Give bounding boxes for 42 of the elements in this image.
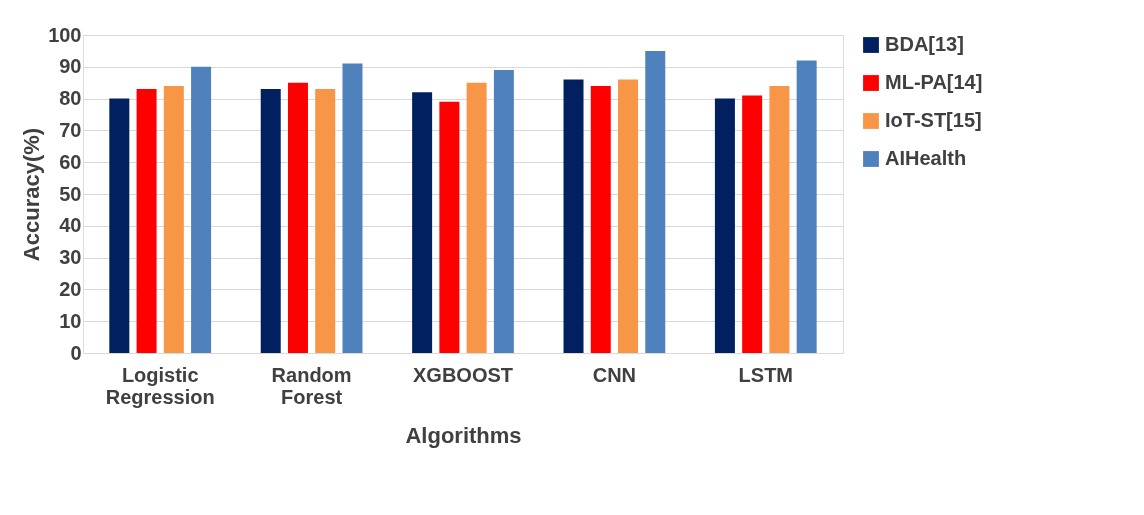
bar xyxy=(260,89,281,353)
bar xyxy=(136,89,157,353)
bar xyxy=(342,63,363,353)
y-tick-label: 50 xyxy=(59,182,82,205)
bar xyxy=(645,50,666,353)
y-tick-label: 20 xyxy=(59,277,82,300)
bar xyxy=(315,89,336,353)
bar xyxy=(109,98,130,353)
x-tick-label: LSTM xyxy=(738,363,794,386)
bar xyxy=(769,85,790,353)
y-tick-label: 40 xyxy=(59,214,82,237)
y-tick-label: 100 xyxy=(48,23,82,46)
bar xyxy=(742,95,763,353)
x-tick-label: Logistic Regression xyxy=(105,363,215,408)
bar xyxy=(191,66,212,353)
legend-label: ML-PA[14] xyxy=(885,71,983,93)
bar xyxy=(563,79,584,353)
bar xyxy=(163,85,184,353)
x-tick-label: Random Forest xyxy=(271,363,352,408)
bar xyxy=(287,82,308,353)
bar xyxy=(439,101,460,353)
bar xyxy=(466,82,487,353)
y-tick-label: 60 xyxy=(59,150,82,173)
legend-label: IoT-ST[15] xyxy=(885,109,982,131)
x-tick-label: CNN xyxy=(592,363,637,386)
y-tick-label: 30 xyxy=(59,246,82,269)
bar xyxy=(796,60,817,353)
y-axis-title: Accuracy(%) xyxy=(19,127,45,262)
bar xyxy=(412,92,433,353)
y-tick-label: 0 xyxy=(70,341,82,364)
bar xyxy=(618,79,639,353)
y-tick-label: 80 xyxy=(59,87,82,110)
legend-label: BDA[13] xyxy=(885,33,964,55)
bar xyxy=(714,98,735,353)
y-tick-label: 10 xyxy=(59,309,82,332)
x-tick-label: XGBOOST xyxy=(412,363,514,386)
bar xyxy=(493,69,514,353)
legend-label: AIHealth xyxy=(885,147,967,169)
y-tick-label: 90 xyxy=(59,55,82,78)
bar xyxy=(590,85,611,353)
y-tick-label: 70 xyxy=(59,118,82,141)
x-axis-title: Algorithms xyxy=(405,422,522,448)
